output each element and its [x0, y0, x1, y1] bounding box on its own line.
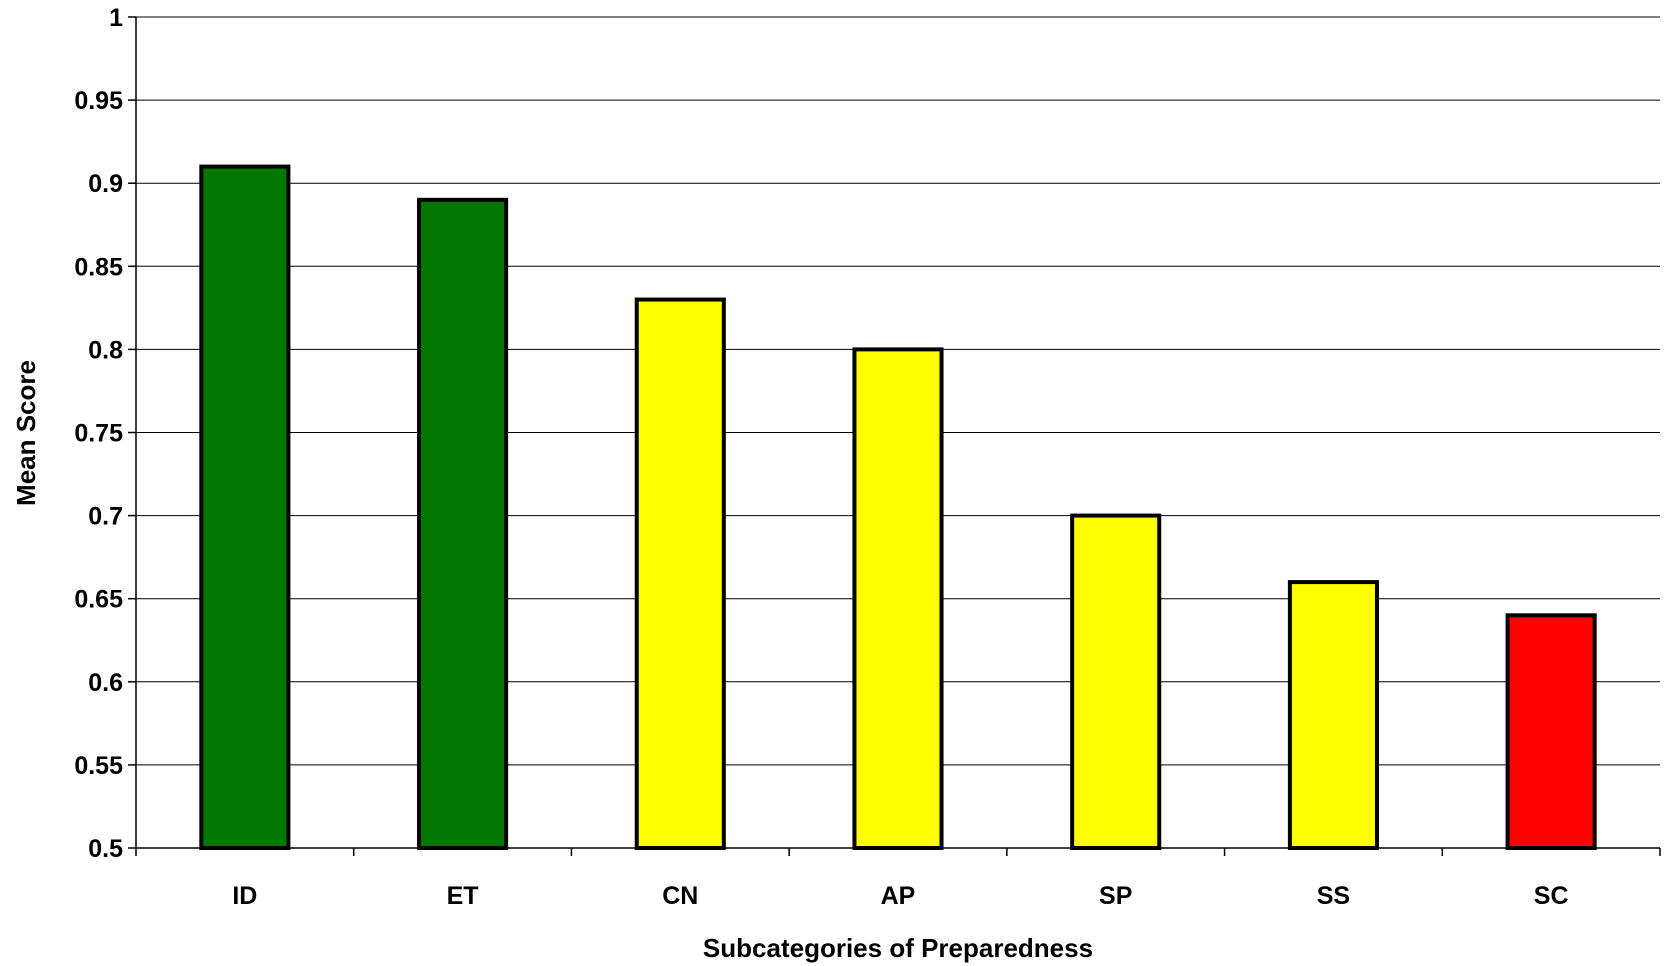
x-tick-label: ET [447, 882, 479, 910]
x-tick-label: SP [1099, 882, 1132, 910]
x-tick-label: AP [881, 882, 916, 910]
axes [128, 16, 1661, 856]
y-tick-label: 0.9 [88, 170, 123, 198]
y-tick-label: 0.7 [88, 503, 123, 531]
y-tick-label: 0.6 [88, 669, 123, 697]
x-tick-label: CN [662, 882, 698, 910]
x-tick-label: SC [1534, 882, 1569, 910]
y-tick-label: 0.5 [88, 835, 123, 863]
y-tick-label: 1 [109, 4, 123, 32]
bar-cn [634, 297, 726, 851]
y-tick-label: 0.95 [74, 87, 123, 115]
y-tick-label: 0.55 [74, 752, 123, 780]
y-tick-label: 0.65 [74, 586, 123, 614]
bars [199, 164, 1597, 851]
bar-sp [1070, 513, 1162, 850]
y-tick-label: 0.85 [74, 253, 123, 281]
bar-sc [1505, 613, 1597, 850]
x-tick-label: SS [1317, 882, 1350, 910]
y-axis-title: Mean Score [11, 360, 41, 506]
bar-ap [852, 347, 944, 850]
y-tick-label: 0.75 [74, 420, 123, 448]
x-tick-label: ID [232, 882, 257, 910]
bar-et [417, 197, 509, 850]
x-axis-title: Subcategories of Preparedness [703, 933, 1093, 963]
y-tick-label: 0.8 [88, 336, 123, 364]
tick-labels: 0.5 0.55 0.6 0.65 0.7 0.75 0.8 0.85 0.9 0.95 1 ID ET… [74, 4, 1568, 910]
bar-id [199, 164, 291, 850]
bar-ss [1287, 580, 1379, 851]
